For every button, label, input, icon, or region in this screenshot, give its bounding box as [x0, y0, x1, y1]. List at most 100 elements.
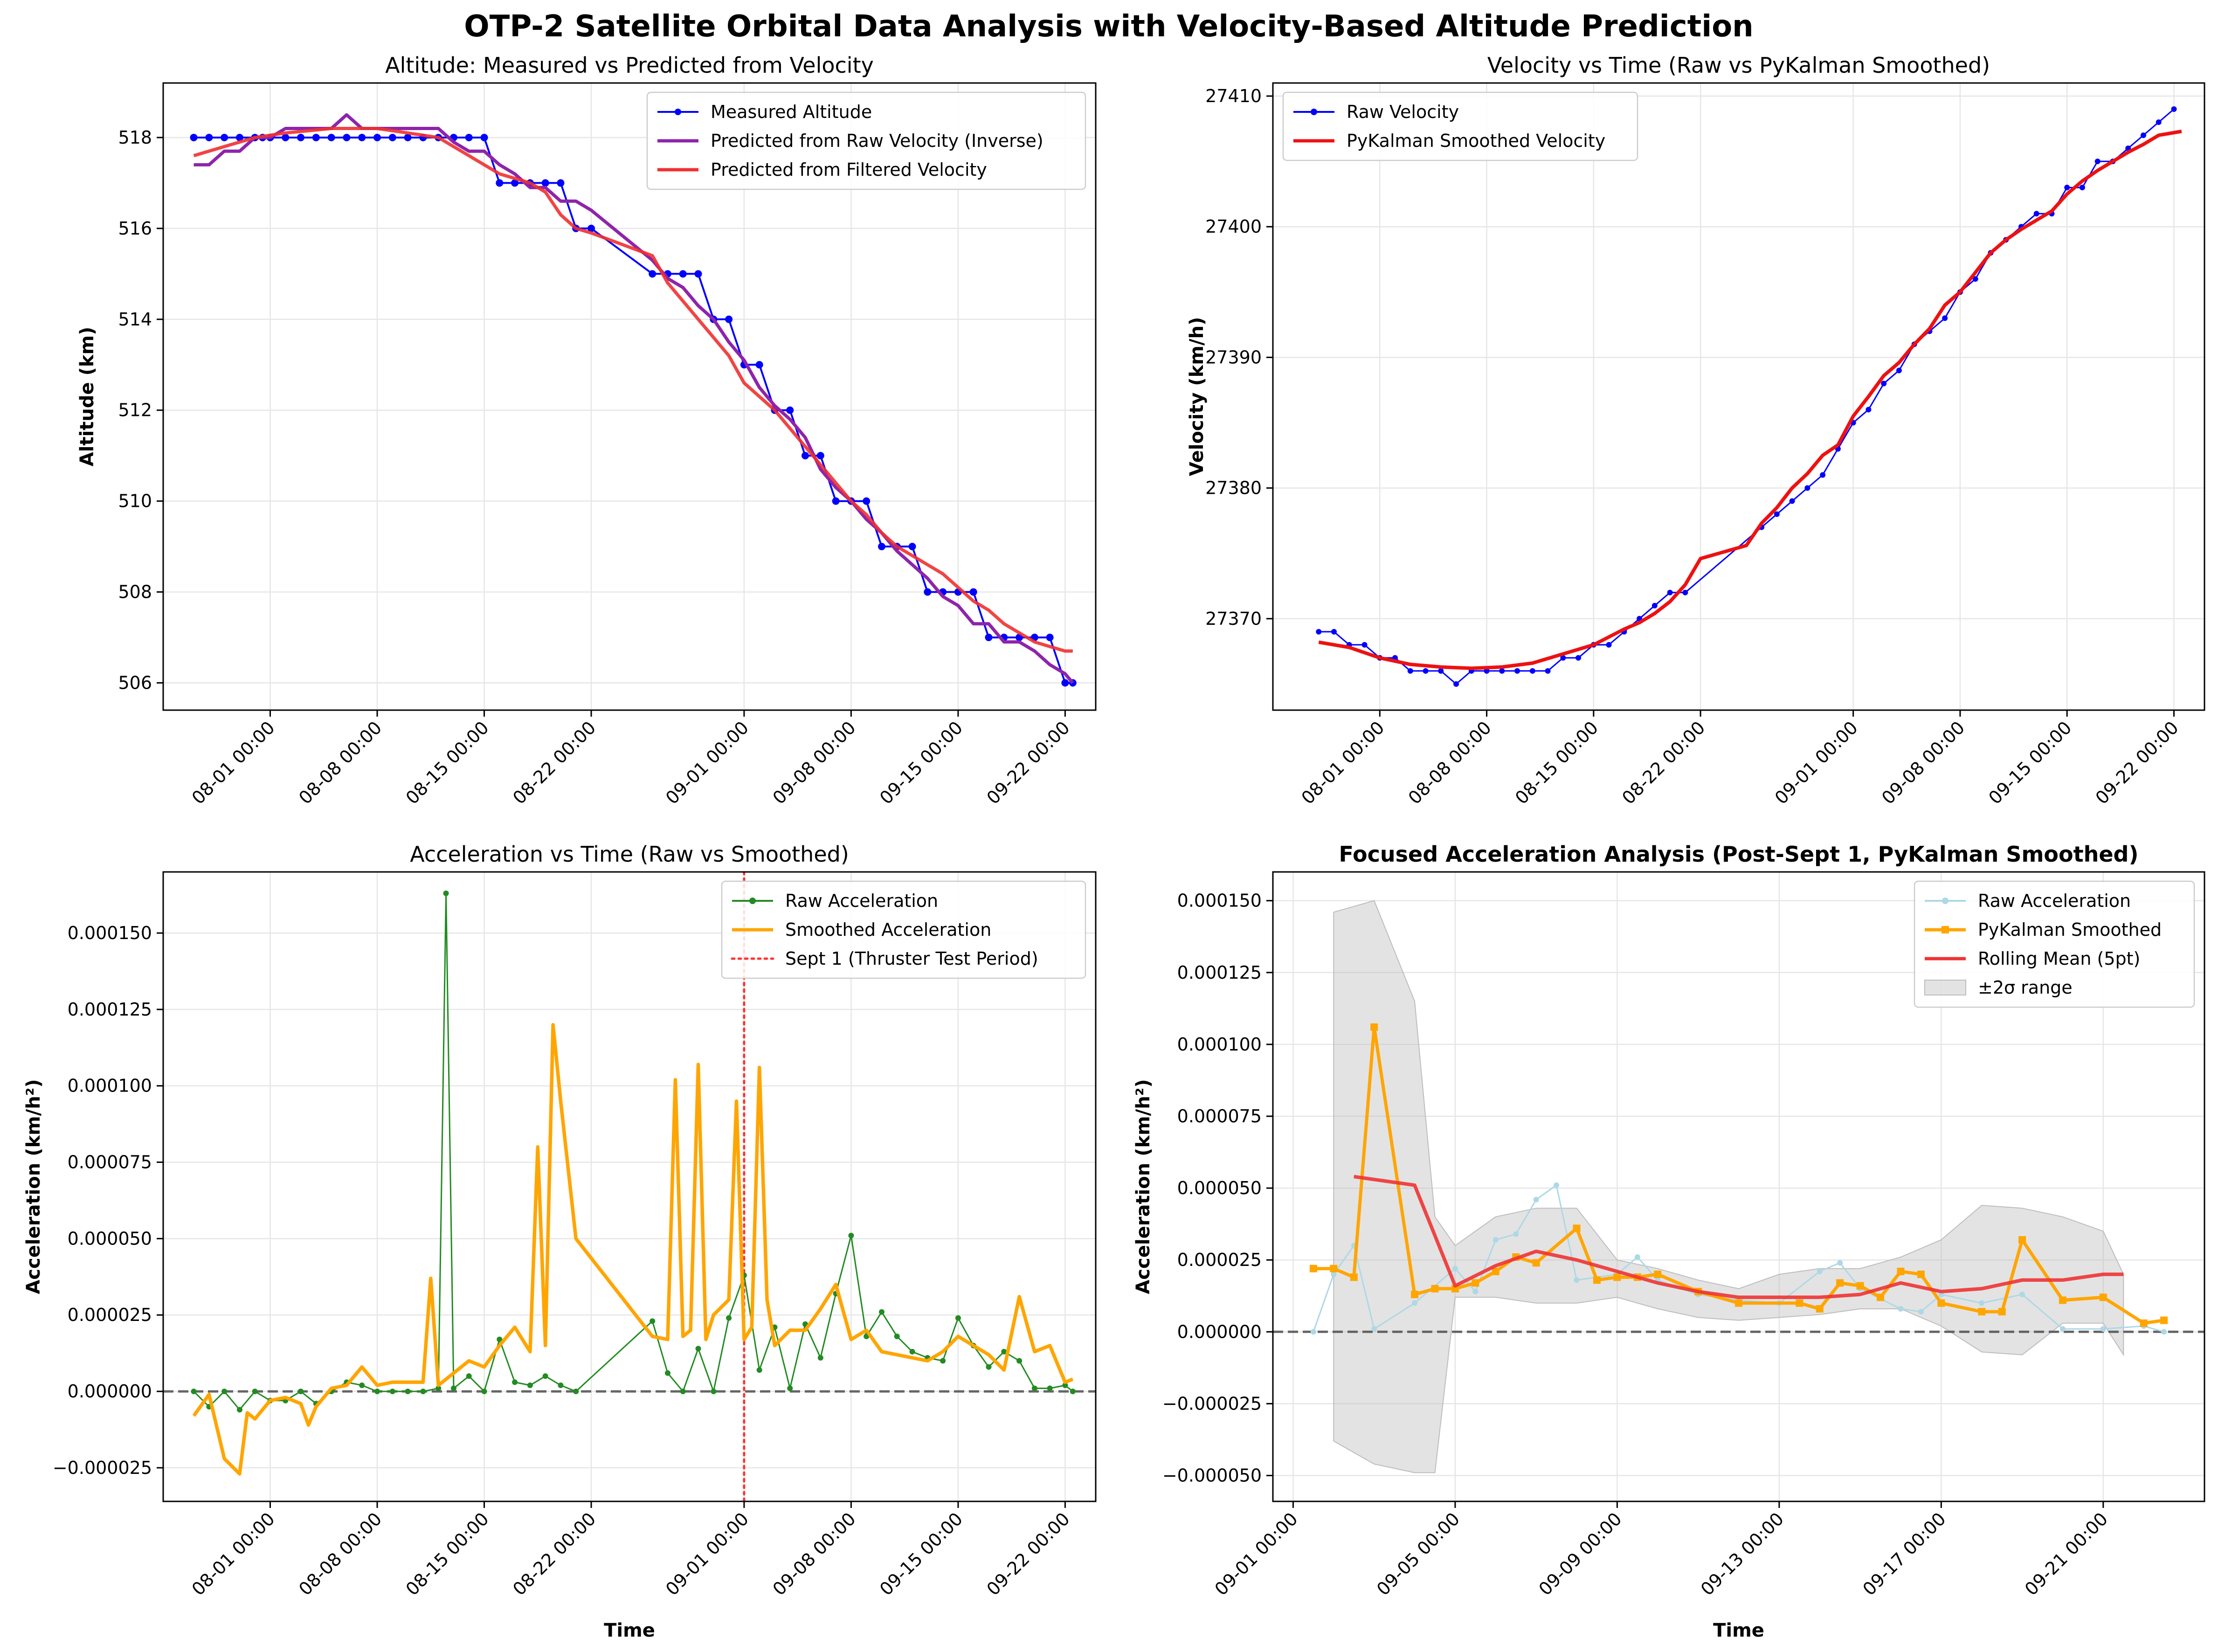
data-point: [542, 1373, 548, 1379]
data-point: [1942, 315, 1948, 321]
data-point: [1331, 629, 1337, 635]
y-axis-label: Acceleration (km/h²): [1133, 1079, 1154, 1294]
data-point: [496, 179, 504, 187]
y-tick-label: 518: [118, 127, 152, 148]
legend-marker: [749, 898, 756, 904]
data-point: [894, 1334, 900, 1340]
data-point: [1361, 642, 1368, 648]
y-tick-label: 0.000125: [1177, 962, 1262, 983]
data-point: [1897, 1267, 1905, 1275]
data-point: [2033, 211, 2039, 217]
data-point: [1593, 1276, 1601, 1284]
data-point: [1978, 1308, 1986, 1316]
data-point: [1918, 1309, 1924, 1315]
data-point: [878, 1309, 884, 1315]
data-point: [1545, 668, 1551, 674]
data-point: [312, 133, 320, 141]
sigma-band: [1333, 900, 2124, 1473]
data-point: [2019, 1292, 2025, 1298]
data-point: [527, 1382, 533, 1388]
y-tick-label: 27380: [1205, 478, 1262, 498]
y-tick-label: 27370: [1205, 608, 1262, 629]
data-point: [1573, 1224, 1581, 1232]
series-pykalman-smoothed-velocity: [1318, 130, 2182, 670]
y-tick-label: 0.000025: [1177, 1250, 1262, 1270]
panel-title: Acceleration vs Time (Raw vs Smoothed): [410, 842, 849, 867]
data-point: [420, 1389, 426, 1395]
plot-area-focused: [1273, 900, 2204, 1473]
data-point: [1804, 485, 1810, 491]
y-axis-acceleration: −0.000025 0.000000 0.000025 0.000050 0.00007…: [53, 923, 163, 1478]
series-line: [193, 127, 1073, 653]
series-raw-acceleration: [191, 890, 1076, 1413]
data-point: [1575, 655, 1582, 661]
legend-label: Predicted from Raw Velocity (Inverse): [711, 131, 1043, 151]
data-point: [2094, 159, 2101, 165]
data-point: [1492, 1237, 1499, 1243]
data-point: [802, 452, 809, 460]
plot-area-altitude: [190, 113, 1077, 687]
data-point: [1514, 668, 1520, 674]
data-point: [816, 452, 824, 460]
data-point: [1837, 1260, 1843, 1266]
data-point: [190, 133, 198, 141]
data-point: [1453, 681, 1459, 687]
y-tick-label: 0.000025: [68, 1305, 152, 1325]
y-tick-label: 0.000050: [1177, 1178, 1262, 1198]
data-point: [388, 133, 396, 141]
legend-velocity: Raw Velocity PyKalman Smoothed Velocity: [1282, 91, 1638, 161]
data-point: [557, 179, 565, 187]
y-tick-label: 27390: [1205, 347, 1262, 367]
y-tick-label: 514: [118, 309, 152, 330]
data-point: [1331, 1272, 1337, 1278]
data-point: [359, 1382, 365, 1388]
data-point: [1735, 1299, 1742, 1307]
data-point: [1816, 1305, 1824, 1313]
data-point: [1937, 1299, 1945, 1307]
data-point: [2160, 1316, 2168, 1324]
data-point: [1499, 668, 1505, 674]
legend-box: [646, 91, 1086, 190]
x-axis-label: Time: [1713, 1620, 1764, 1641]
data-point: [541, 179, 549, 187]
data-point: [1682, 589, 1688, 595]
legend-marker: [1942, 898, 1949, 904]
y-tick-label: 0.000050: [68, 1228, 152, 1249]
data-point: [1316, 629, 1322, 635]
data-point: [940, 1358, 946, 1364]
data-point: [2140, 1319, 2148, 1327]
data-point: [435, 1385, 442, 1391]
data-point: [1016, 1358, 1023, 1364]
legend-altitude: Measured Altitude Predicted from Raw Velo…: [646, 91, 1086, 190]
legend-label: Raw Acceleration: [1978, 891, 2131, 911]
data-point: [1370, 1023, 1378, 1031]
y-tick-label: 0.000125: [68, 999, 152, 1020]
data-point: [1001, 1348, 1007, 1355]
data-point: [2059, 1296, 2066, 1304]
legend-box: [1914, 880, 2195, 1008]
series-line: [1354, 1175, 2124, 1299]
legend-label: Raw Acceleration: [785, 891, 938, 911]
data-point: [787, 1385, 793, 1391]
data-point: [236, 1407, 242, 1413]
y-tick-label: 0.000075: [1177, 1106, 1262, 1127]
data-point: [221, 133, 228, 141]
data-point: [955, 1315, 961, 1321]
data-point: [1350, 1273, 1358, 1281]
data-point: [680, 1389, 686, 1395]
legend-label: Smoothed Acceleration: [785, 919, 991, 940]
data-point: [1529, 668, 1535, 674]
axes-frame: [162, 82, 1097, 711]
data-point: [1896, 367, 1902, 373]
data-point: [587, 224, 595, 232]
data-point: [2079, 185, 2085, 191]
data-point: [1513, 1231, 1519, 1237]
data-point: [252, 1389, 258, 1395]
axes-frame: [1272, 871, 2205, 1502]
legend-box: [1282, 91, 1638, 161]
data-point: [205, 133, 213, 141]
data-point: [1472, 1279, 1479, 1287]
data-point: [1817, 1268, 1823, 1274]
panel-title: Focused Acceleration Analysis (Post-Sept…: [1339, 842, 2139, 867]
